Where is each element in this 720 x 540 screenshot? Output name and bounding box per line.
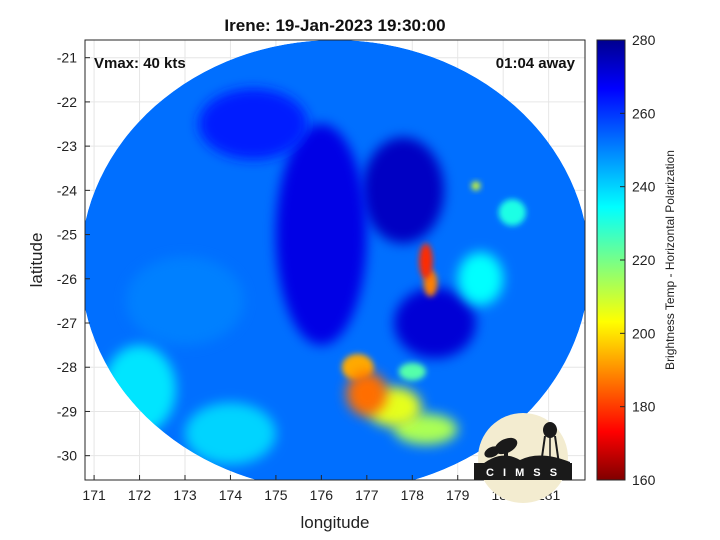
y-tick-label: -27: [57, 315, 77, 331]
brightness-temp-feature: [362, 137, 445, 244]
brightness-temp-feature: [198, 88, 308, 160]
y-tick-label: -25: [57, 227, 77, 243]
x-tick-label: 175: [264, 487, 288, 503]
x-tick-label: 179: [446, 487, 470, 503]
brightness-temp-feature: [457, 252, 504, 306]
colorbar-label: Brightness Temp - Horizontal Polarizatio…: [663, 150, 677, 370]
y-tick-label: -24: [57, 182, 77, 198]
chart-title: Irene: 19-Jan-2023 19:30:00: [224, 16, 445, 35]
y-tick-label: -29: [57, 403, 77, 419]
x-tick-label: 173: [173, 487, 197, 503]
brightness-temp-feature: [125, 256, 245, 346]
x-tick-label: 171: [82, 487, 106, 503]
colorbar-tick-label: 200: [632, 325, 656, 341]
colorbar-tick-label: 280: [632, 32, 656, 48]
brightness-temp-feature: [419, 243, 433, 279]
colorbar-ticks: 160 180 200 220 240 260 280: [620, 32, 656, 488]
y-tick-label: -28: [57, 359, 77, 375]
y-tick-label: -30: [57, 448, 77, 464]
logo-dish-icon: [484, 437, 518, 462]
y-tick-label: -26: [57, 271, 77, 287]
swath-disc: [85, 40, 585, 480]
logo-banner: [474, 463, 572, 480]
x-tick-label: 174: [219, 487, 243, 503]
x-tick-label: 176: [310, 487, 334, 503]
y-tick-label: -21: [57, 50, 77, 66]
x-tick-label: 177: [355, 487, 379, 503]
x-tick-label: 178: [401, 487, 425, 503]
colorbar-tick-label: 160: [632, 472, 656, 488]
colorbar-tick-label: 180: [632, 399, 656, 415]
swath-image: [85, 40, 585, 480]
logo-water-tower-icon: [540, 422, 560, 465]
logo-text: C I M S S: [486, 467, 560, 479]
cimss-logo: C I M S S: [474, 413, 572, 503]
y-axis: -21 -22 -23 -24 -25 -26 -27 -28 -29 -30: [57, 50, 90, 464]
brightness-temp-feature: [346, 371, 388, 416]
brightness-temp-feature: [498, 199, 526, 226]
brightness-temp-feature: [185, 402, 276, 465]
y-tick-label: -23: [57, 138, 77, 154]
brightness-temp-feature: [471, 181, 481, 191]
vmax-annotation: Vmax: 40 kts: [94, 55, 186, 72]
y-axis-label: latitude: [27, 233, 46, 288]
x-tick-label: 172: [128, 487, 152, 503]
colorbar-tick-label: 220: [632, 252, 656, 268]
brightness-temp-feature: [275, 124, 367, 346]
x-axis-label: longitude: [300, 513, 369, 532]
brightness-temp-feature: [398, 362, 426, 381]
time-offset-annotation: 01:04 away: [496, 55, 576, 72]
y-tick-label: -22: [57, 94, 77, 110]
colorbar-tick-label: 240: [632, 179, 656, 195]
colorbar-tick-label: 260: [632, 105, 656, 121]
plot-frame: [84, 39, 586, 481]
brightness-temp-feature: [394, 287, 476, 359]
